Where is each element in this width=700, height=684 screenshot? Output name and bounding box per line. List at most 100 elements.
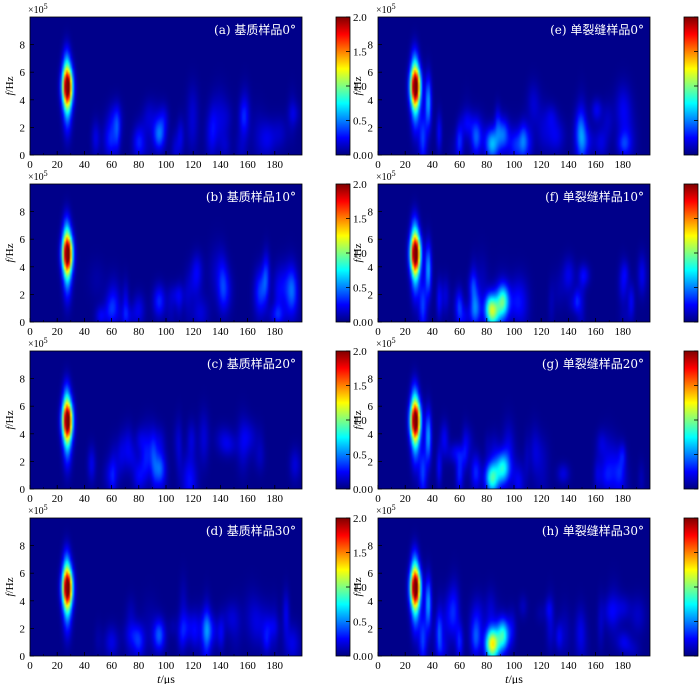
x-tick-label: 140 [212,493,229,505]
x-tick-label: 120 [185,660,202,672]
x-tick-label: 80 [133,159,145,171]
x-tick-label: 0 [375,326,381,338]
y-tick-label: 6 [20,401,26,413]
x-tick-label: 80 [481,159,493,171]
y-tick-label: 8 [20,374,26,386]
y-axis-label: f/Hz [4,577,16,596]
y-axis-label-var: f [4,591,16,596]
colorbar-tick-label: 1.0 [353,415,367,427]
y-axis-label: f/Hz [352,577,364,596]
heatmap-d [30,518,302,656]
x-tick-label: 180 [615,326,632,338]
x-tick-label: 20 [400,159,412,171]
x-tick-label: 120 [533,660,550,672]
x-tick-label: 140 [212,326,229,338]
y-tick-label: 0 [368,150,374,162]
y-tick-label: 8 [368,207,374,219]
y-tick-label: 2 [368,456,374,468]
x-tick-label: 140 [560,326,577,338]
x-tick-label: 40 [427,326,439,338]
x-tick-label: 60 [106,493,118,505]
heatmap-h [378,518,650,656]
y-tick-label: 4 [368,596,374,608]
y-tick-label: 2 [20,289,26,301]
x-axis-label-unit: /μs [508,672,523,684]
y-multiplier: ×105 [28,336,48,350]
y-tick-label: 8 [20,207,26,219]
colorbar-tick-label: 1.5 [353,381,367,393]
y-tick-label: 6 [368,67,374,79]
y-axis-label-var: f [352,424,364,429]
x-tick-label: 60 [454,493,466,505]
x-tick-label: 80 [481,326,493,338]
x-tick-label: 100 [506,493,523,505]
x-tick-label: 80 [133,660,145,672]
x-tick-label: 0 [27,159,33,171]
x-tick-label: 160 [239,326,256,338]
y-tick-label: 6 [368,234,374,246]
y-tick-label: 8 [20,40,26,52]
x-tick-label: 40 [79,660,91,672]
y-multiplier: ×105 [376,169,396,183]
x-tick-label: 0 [375,159,381,171]
x-tick-label: 180 [615,660,632,672]
colorbar-tick-label: 0.5 [353,450,367,462]
x-tick-label: 60 [106,326,118,338]
y-tick-label: 4 [20,596,26,608]
x-tick-label: 180 [267,660,284,672]
y-tick-label: 4 [368,262,374,274]
y-axis-label-unit: /Hz [4,410,16,426]
y-tick-label: 2 [368,623,374,635]
colorbar-tick-label: 1.0 [353,248,367,260]
y-axis-label-var: f [4,90,16,95]
y-axis-label: f/Hz [352,243,364,262]
x-tick-label: 60 [454,159,466,171]
x-tick-label: 120 [185,159,202,171]
x-tick-label: 160 [587,660,604,672]
x-tick-label: 160 [239,493,256,505]
y-multiplier-exponent: 5 [44,2,48,11]
x-tick-label: 60 [106,660,118,672]
y-multiplier: ×105 [28,2,48,16]
y-tick-label: 6 [20,568,26,580]
y-tick-label: 2 [20,623,26,635]
x-axis-label: t/μs [157,672,175,684]
panel-title-b: (b) 基质样品10° [206,189,296,204]
x-tick-label: 140 [560,660,577,672]
y-tick-label: 2 [368,122,374,134]
y-axis-label-var: f [4,424,16,429]
x-tick-label: 120 [185,326,202,338]
x-tick-label: 160 [239,159,256,171]
y-tick-label: 2 [368,289,374,301]
x-tick-label: 0 [375,660,381,672]
y-tick-label: 0 [368,317,374,329]
y-tick-label: 0 [20,150,26,162]
y-tick-label: 0 [20,651,26,663]
y-tick-label: 8 [368,541,374,553]
colorbar-tick-label: 0.0 [353,317,367,329]
colorbar-tick-label: 2.0 [353,346,367,358]
y-tick-label: 6 [368,568,374,580]
y-axis-label: f/Hz [352,76,364,95]
y-multiplier-exponent: 5 [392,336,396,345]
y-tick-label: 6 [20,234,26,246]
colorbar-tick-label: 0.5 [353,617,367,629]
panel-g: 0 20 40 60 80 100 120 140 160 180 0 2 4 6 8 ×105 f/Hz (g)… [352,336,699,505]
y-multiplier-exponent: 5 [392,503,396,512]
x-tick-label: 100 [506,660,523,672]
y-axis-label: f/Hz [4,76,16,95]
colorbar-tick-label: 2.0 [353,179,367,191]
heatmap-c [30,351,302,489]
heatmap-b [30,184,302,322]
y-axis-label-unit: /Hz [4,243,16,259]
panel-title-h: (h) 单裂缝样品30° [542,523,644,538]
panel-title-g: (g) 单裂缝样品20° [542,356,644,371]
x-tick-label: 100 [158,660,175,672]
x-axis-label-var: t [505,672,509,684]
x-tick-label: 120 [533,493,550,505]
x-tick-label: 120 [533,159,550,171]
y-multiplier-exponent: 5 [392,2,396,11]
x-tick-label: 40 [79,493,91,505]
heatmap-e [378,17,650,155]
x-tick-label: 40 [79,326,91,338]
